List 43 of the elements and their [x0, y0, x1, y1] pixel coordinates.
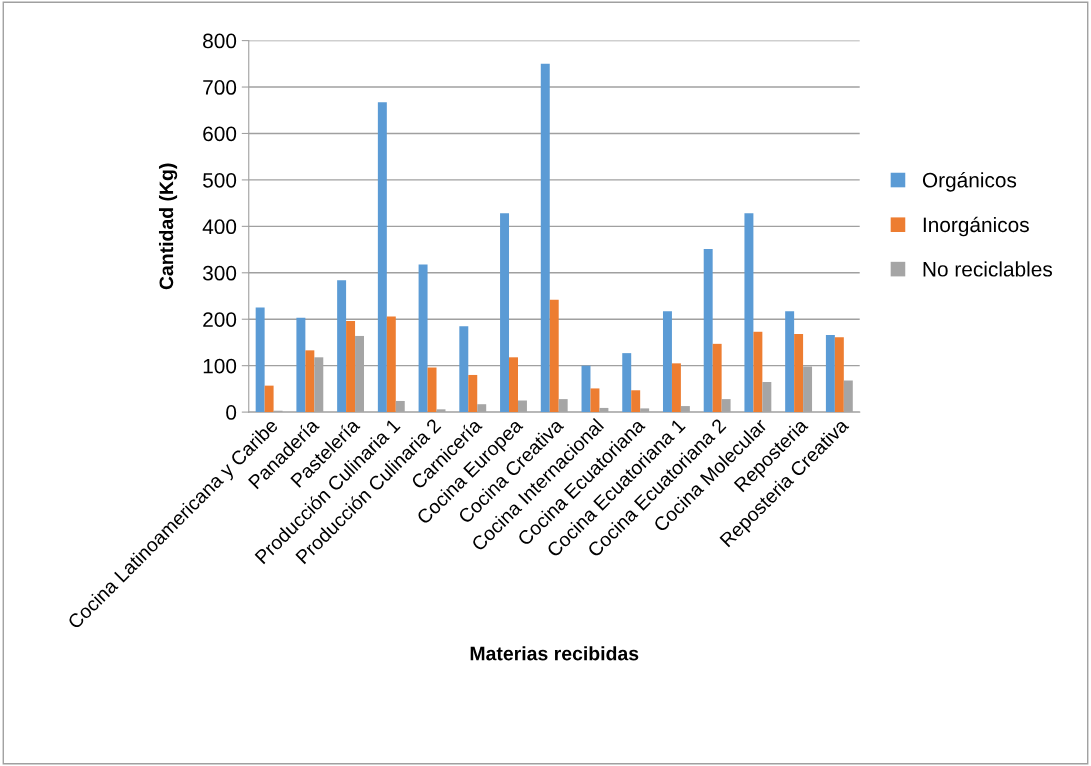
y-tick-label: 400 — [202, 219, 237, 235]
y-tick-label: 500 — [203, 172, 237, 188]
bar — [509, 357, 518, 413]
bar — [825, 335, 835, 413]
bar — [753, 331, 763, 413]
bar — [459, 326, 469, 413]
y-axis-title: Cantidad (Kg) — [158, 163, 178, 290]
y-tick-label: 600 — [203, 126, 237, 142]
y-tick-label: 300 — [202, 265, 237, 281]
bar — [346, 321, 356, 413]
legend-label: Inorgánicos — [923, 216, 1029, 237]
bar — [500, 213, 510, 413]
bar — [305, 350, 315, 413]
y-tick-label: 200 — [203, 312, 237, 327]
bar — [377, 102, 387, 413]
bar — [794, 334, 804, 413]
y-tick-label: 0 — [226, 405, 237, 420]
legend-label: No reciclables — [923, 261, 1053, 277]
bar — [264, 385, 274, 413]
bar — [712, 343, 722, 413]
bar — [337, 280, 347, 413]
bar — [468, 374, 478, 413]
bar — [549, 299, 559, 413]
bar — [540, 63, 550, 413]
y-tick-label: 800 — [203, 33, 237, 49]
bar — [662, 311, 672, 413]
bar — [671, 363, 681, 413]
bar — [427, 367, 437, 413]
x-axis-title: Materias recibidas — [470, 646, 639, 661]
y-tick-label: 100 — [203, 358, 237, 374]
bar — [418, 264, 428, 413]
bar — [590, 388, 600, 413]
bar — [386, 316, 396, 413]
bar — [255, 307, 265, 413]
bar — [296, 317, 306, 413]
bar — [834, 337, 844, 413]
bar — [703, 249, 713, 413]
bar — [744, 213, 754, 413]
bar — [785, 311, 795, 413]
y-tick-label: 700 — [203, 80, 237, 95]
legend-label: Orgánicos — [922, 171, 1017, 192]
bar — [631, 390, 641, 413]
bar — [622, 353, 632, 413]
